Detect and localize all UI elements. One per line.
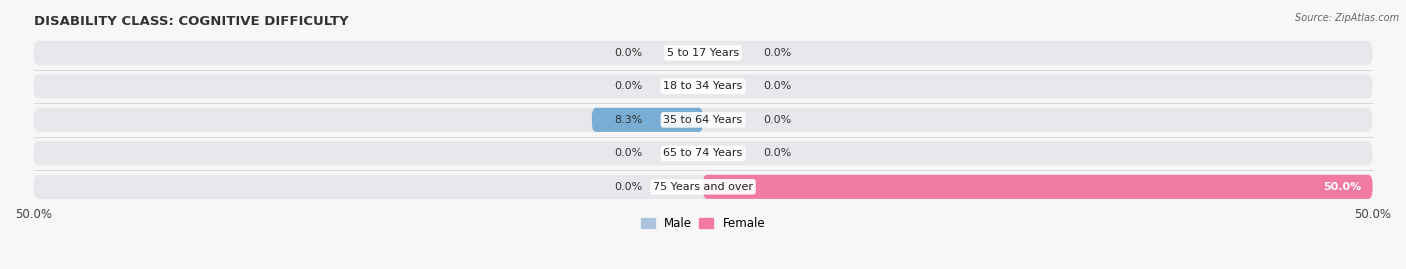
FancyBboxPatch shape	[34, 41, 1372, 65]
Text: 0.0%: 0.0%	[763, 48, 792, 58]
Text: 8.3%: 8.3%	[614, 115, 643, 125]
Text: 0.0%: 0.0%	[763, 148, 792, 158]
FancyBboxPatch shape	[703, 175, 1372, 199]
Text: 65 to 74 Years: 65 to 74 Years	[664, 148, 742, 158]
Text: 0.0%: 0.0%	[614, 182, 643, 192]
Text: 0.0%: 0.0%	[763, 115, 792, 125]
Text: 0.0%: 0.0%	[614, 148, 643, 158]
FancyBboxPatch shape	[34, 74, 1372, 98]
Text: 0.0%: 0.0%	[763, 81, 792, 91]
Text: DISABILITY CLASS: COGNITIVE DIFFICULTY: DISABILITY CLASS: COGNITIVE DIFFICULTY	[34, 15, 349, 28]
FancyBboxPatch shape	[34, 175, 1372, 199]
Text: 18 to 34 Years: 18 to 34 Years	[664, 81, 742, 91]
FancyBboxPatch shape	[34, 108, 1372, 132]
Text: 75 Years and over: 75 Years and over	[652, 182, 754, 192]
Text: 0.0%: 0.0%	[614, 48, 643, 58]
FancyBboxPatch shape	[34, 141, 1372, 165]
Text: Source: ZipAtlas.com: Source: ZipAtlas.com	[1295, 13, 1399, 23]
Text: 0.0%: 0.0%	[614, 81, 643, 91]
FancyBboxPatch shape	[592, 108, 703, 132]
Legend: Male, Female: Male, Female	[636, 212, 770, 235]
Text: 5 to 17 Years: 5 to 17 Years	[666, 48, 740, 58]
Text: 50.0%: 50.0%	[1323, 182, 1362, 192]
Text: 35 to 64 Years: 35 to 64 Years	[664, 115, 742, 125]
